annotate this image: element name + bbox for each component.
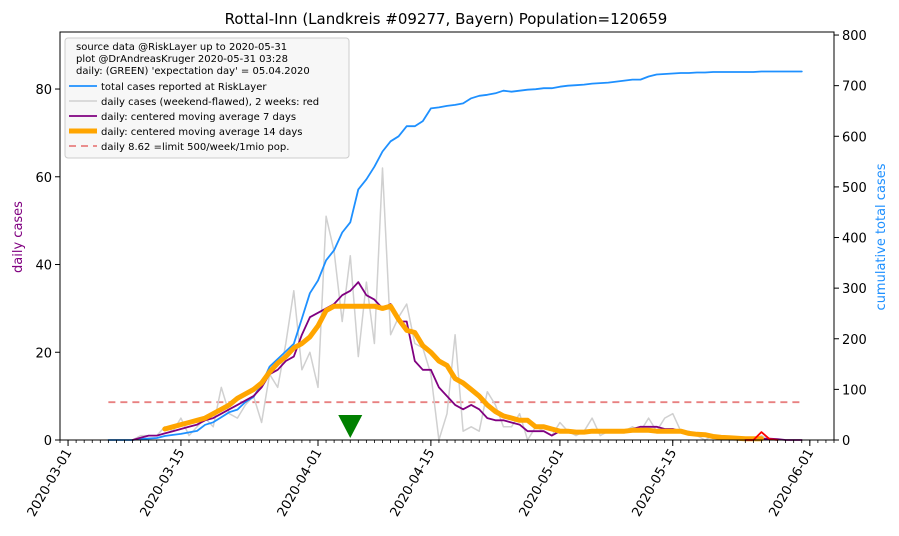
legend-label-ma14: daily: centered moving average 14 days xyxy=(101,127,302,138)
y-right-tick-label: 0 xyxy=(842,434,850,449)
chart-title: Rottal-Inn (Landkreis #09277, Bayern) Po… xyxy=(225,10,668,28)
legend-info-line: source data @RiskLayer up to 2020-05-31 xyxy=(76,42,287,53)
y-axis-label-right: cumulative total cases xyxy=(874,163,889,310)
x-tick-label: 2020-05-15 xyxy=(629,447,680,520)
legend-info-line: plot @DrAndreasKruger 2020-05-31 03:28 xyxy=(76,54,288,65)
plot-area xyxy=(107,70,803,442)
y-left-tick-label: 80 xyxy=(35,83,52,98)
x-tick-label: 2020-03-15 xyxy=(138,447,189,520)
x-tick-label: 2020-06-01 xyxy=(767,447,818,520)
x-tick-label: 2020-04-15 xyxy=(388,447,439,520)
y-left-tick-label: 20 xyxy=(35,346,52,361)
y-left-tick-label: 0 xyxy=(44,434,52,449)
legend-info-line: daily: (GREEN) 'expectation day' = 05.04… xyxy=(76,66,310,77)
x-tick-label: 2020-03-01 xyxy=(25,447,76,520)
legend-box xyxy=(64,37,350,159)
y-right-tick-label: 300 xyxy=(842,282,867,297)
y-right-tick-label: 600 xyxy=(842,130,867,145)
series-total-line xyxy=(107,70,803,441)
y-right-tick-label: 500 xyxy=(842,181,867,196)
y-axis-label-left: daily cases xyxy=(11,201,26,273)
legend-label-total: total cases reported at RiskLayer xyxy=(101,82,267,93)
legend-label-ma7: daily: centered moving average 7 days xyxy=(101,112,296,123)
x-tick-label: 2020-04-01 xyxy=(275,447,326,520)
legend: source data @RiskLayer up to 2020-05-31p… xyxy=(64,37,350,159)
series-ma14-line xyxy=(162,303,764,442)
x-tick-label: 2020-05-01 xyxy=(517,447,568,520)
legend-label-daily-raw: daily cases (weekend-flawed), 2 weeks: r… xyxy=(101,97,319,108)
expectation-day-marker xyxy=(338,415,363,438)
series-daily-raw-line xyxy=(107,167,803,441)
y-right-tick-label: 700 xyxy=(842,80,867,95)
y-right-tick-label: 200 xyxy=(842,333,867,348)
y-left-tick-label: 40 xyxy=(35,259,52,274)
y-left-tick-label: 60 xyxy=(35,171,52,186)
y-right-tick-label: 400 xyxy=(842,232,867,247)
y-right-tick-label: 800 xyxy=(842,29,867,44)
y-right-tick-label: 100 xyxy=(842,383,867,398)
legend-label-limit: daily 8.62 =limit 500/week/1mio pop. xyxy=(101,142,289,153)
